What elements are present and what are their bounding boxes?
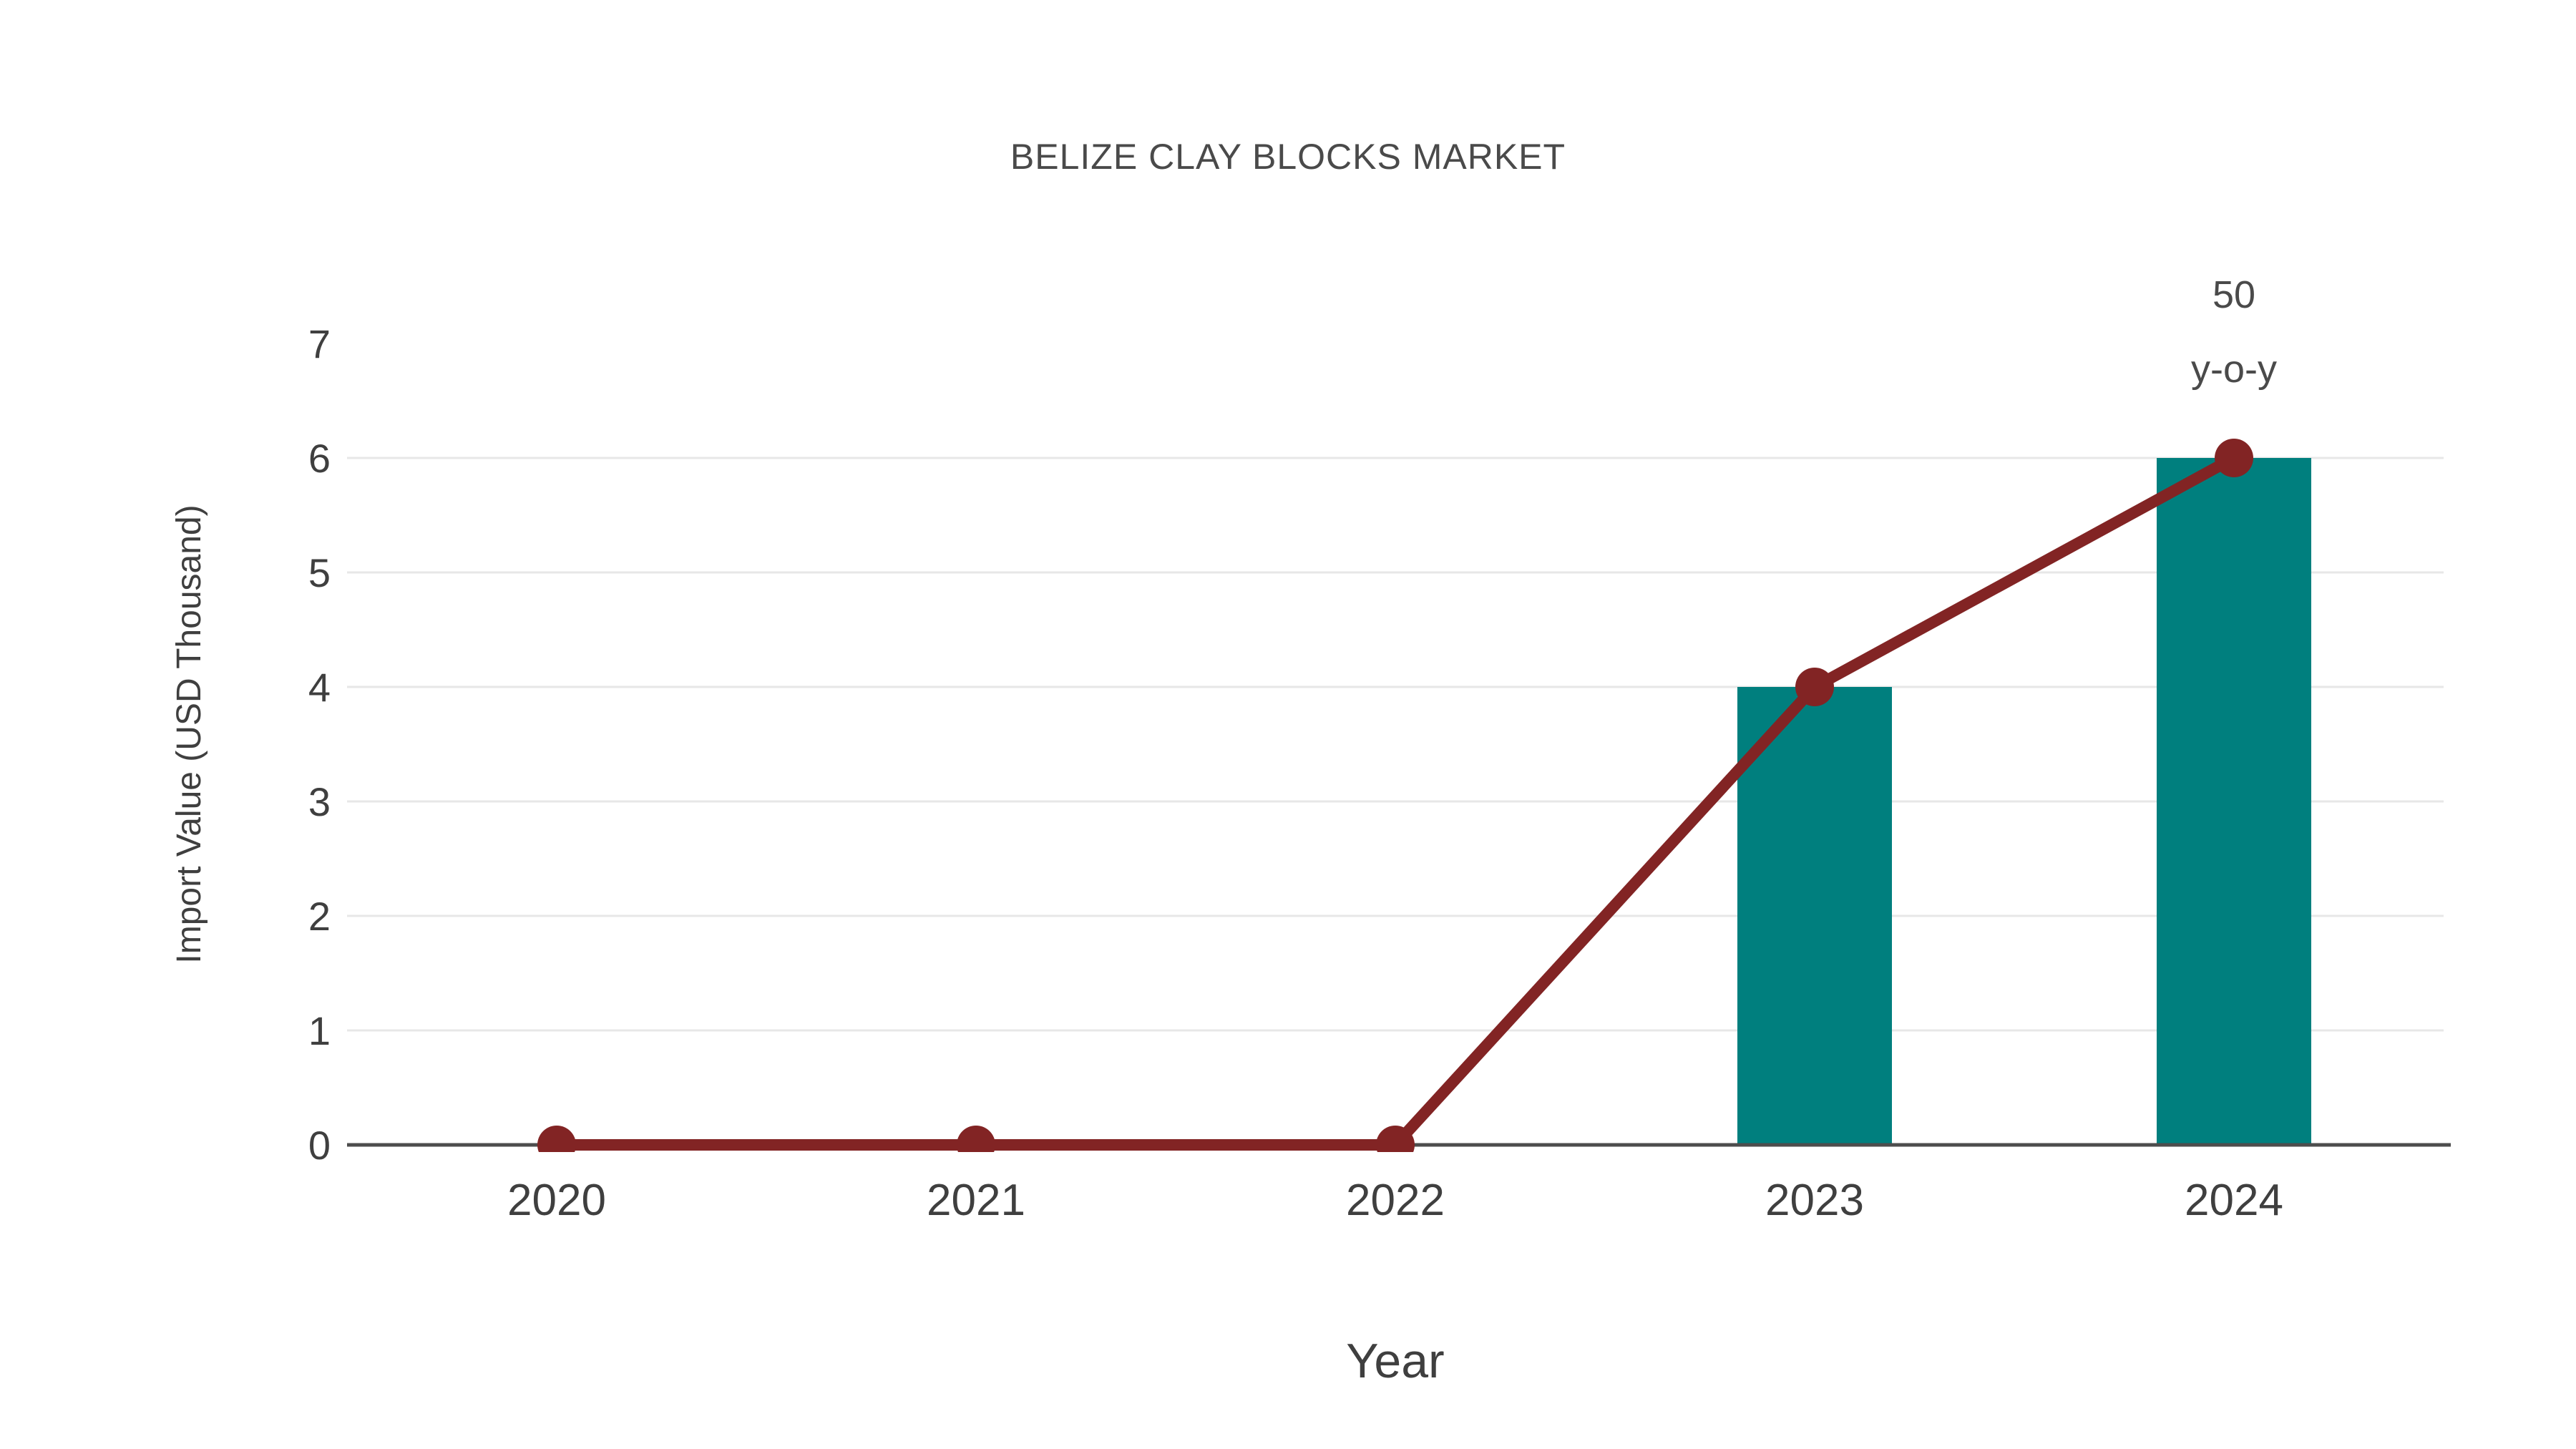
x-tick-label: 2020 [507, 1176, 606, 1225]
annotation-value: 50 [2212, 273, 2255, 316]
data-point-marker-2021 [957, 1126, 995, 1152]
y-tick-label: 2 [308, 894, 331, 939]
chart-title: BELIZE CLAY BLOCKS MARKET [1010, 137, 1566, 177]
y-axis-title: Import Value (USD Thousand) [170, 504, 208, 963]
data-point-marker-2024 [2215, 439, 2253, 477]
annotation-label: y-o-y [2191, 348, 2277, 391]
data-point-marker-2022 [1376, 1126, 1415, 1152]
bars-layer [1737, 458, 2311, 1145]
y-tick-label: 1 [308, 1008, 331, 1053]
annotation: 50 y-o-y [2191, 273, 2277, 391]
x-tick-label: 2023 [1765, 1176, 1864, 1225]
y-tick-label: 0 [308, 1123, 331, 1168]
data-point-marker-2020 [537, 1126, 576, 1152]
x-axis-title: Year [1346, 1334, 1444, 1388]
x-tick-label: 2024 [2185, 1176, 2283, 1225]
gridlines-layer [347, 457, 2444, 1032]
bar-2023 [1737, 687, 1892, 1145]
y-tick-label: 7 [308, 321, 331, 366]
x-tick-label: 2021 [927, 1176, 1025, 1225]
y-tick-label: 6 [308, 436, 331, 481]
tick-labels-layer: 0 1 2 3 4 5 6 7 2020 2021 2022 2023 2024 [308, 321, 2283, 1225]
line-series-layer [537, 439, 2253, 1152]
y-tick-label: 4 [308, 665, 331, 710]
bar-2024 [2157, 458, 2311, 1145]
y-tick-label: 3 [308, 779, 331, 824]
x-tick-label: 2022 [1346, 1176, 1445, 1225]
data-point-marker-2023 [1795, 668, 1834, 706]
y-tick-label: 5 [308, 550, 331, 595]
